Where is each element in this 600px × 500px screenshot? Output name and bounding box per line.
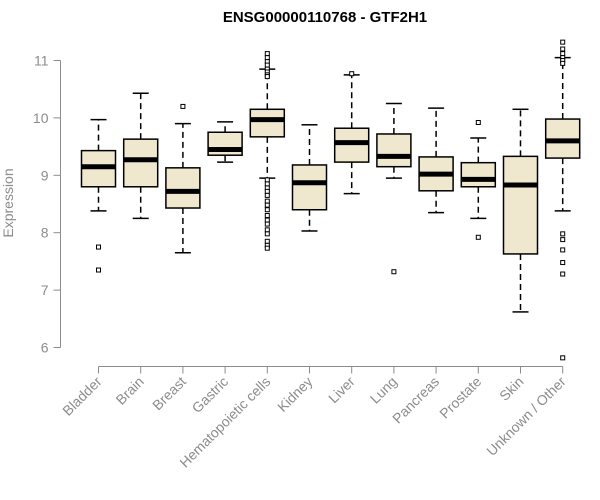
box-pancreas (418, 107, 454, 214)
x-tick-label: Unknown / Other (483, 373, 569, 459)
box-skin (502, 108, 539, 313)
outlier-point (264, 55, 270, 61)
box-bladder (80, 118, 117, 273)
outlier-point (264, 207, 270, 213)
outlier-point (264, 62, 270, 68)
outlier-point (264, 245, 270, 251)
box-breast (165, 103, 201, 254)
outlier-point (264, 202, 270, 208)
outlier-point (264, 51, 270, 57)
outlier-point (560, 51, 566, 57)
outlier-point (475, 234, 481, 240)
x-tick-label: Kidney (274, 373, 316, 415)
x-tick-label: Breast (149, 373, 189, 413)
outlier-point (560, 260, 566, 266)
outlier-point (264, 227, 270, 233)
x-tick-label: Prostate (436, 373, 484, 421)
y-tick-label: 11 (34, 53, 49, 69)
boxes-group (80, 39, 581, 361)
outlier-point (560, 39, 566, 45)
outlier-point (560, 231, 566, 237)
iqr-box (376, 133, 412, 168)
box-brain (122, 92, 159, 220)
iqr-box (165, 167, 201, 209)
x-tick-label: Lung (367, 373, 400, 406)
x-tick-label: Brain (112, 373, 146, 407)
outlier-point (264, 177, 270, 183)
y-tick-label: 6 (41, 340, 49, 356)
outlier-point (560, 355, 566, 361)
iqr-box (291, 164, 328, 211)
box-prostate (460, 119, 497, 240)
iqr-box (249, 108, 286, 138)
box-hematopoietic-cells (249, 51, 286, 251)
iqr-box (122, 138, 159, 188)
outlier-point (264, 212, 270, 218)
outlier-point (475, 119, 481, 125)
outlier-point (264, 192, 270, 198)
iqr-box (460, 161, 497, 188)
outlier-point (560, 247, 566, 253)
outlier-point (560, 60, 566, 66)
outlier-point (180, 103, 186, 109)
y-axis-label: Expression (0, 168, 16, 237)
outlier-point (264, 198, 270, 204)
y-tick-label: 8 (41, 225, 49, 241)
outlier-point (96, 267, 101, 273)
outlier-point (560, 46, 566, 52)
box-unknown-other (544, 39, 581, 361)
outlier-point (264, 188, 270, 194)
outlier-point (560, 237, 566, 243)
outlier-point (96, 244, 101, 250)
iqr-box (333, 127, 370, 163)
chart-title: ENSG00000110768 - GTF2H1 (223, 9, 427, 26)
x-tick-label: Pancreas (389, 373, 442, 426)
x-tick-label: Liver (325, 373, 358, 406)
y-tick-label: 7 (41, 282, 49, 298)
box-gastric (207, 121, 243, 163)
outlier-point (349, 71, 355, 77)
outlier-point (264, 74, 270, 80)
outlier-point (264, 221, 270, 227)
outlier-point (264, 238, 270, 244)
y-tick-label: 9 (41, 167, 49, 183)
box-lung (376, 102, 412, 275)
outlier-point (560, 271, 566, 277)
x-tick-label: Bladder (59, 373, 105, 419)
outlier-point (391, 269, 397, 275)
outlier-point (264, 231, 270, 237)
iqr-box (502, 155, 539, 255)
box-kidney (291, 124, 328, 232)
x-tick-label: Skin (496, 373, 527, 404)
outlier-point (264, 217, 270, 223)
outlier-point (264, 181, 270, 187)
box-liver (333, 71, 370, 195)
y-tick-label: 10 (33, 110, 49, 126)
y-axis: 6 7 8 9 10 11 (33, 53, 61, 356)
